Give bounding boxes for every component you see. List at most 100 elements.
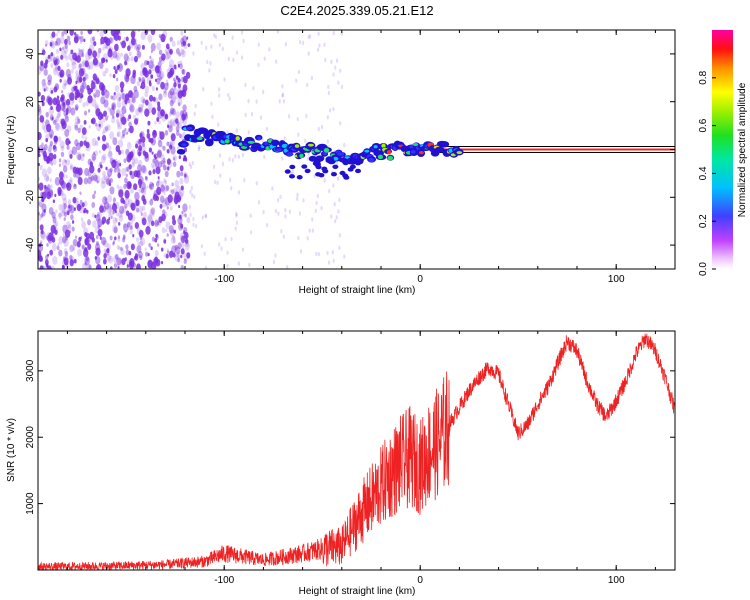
spectrogram-faint-mark bbox=[280, 228, 283, 234]
spectrogram-noise-mark bbox=[123, 158, 127, 163]
spectrogram-noise-mark bbox=[70, 244, 75, 252]
spectrogram-noise-mark bbox=[156, 220, 160, 226]
spectrogram-noise-mark bbox=[72, 196, 77, 204]
spectrogram-faint-mark bbox=[247, 130, 250, 135]
spectrogram-noise-mark bbox=[88, 264, 92, 269]
spectrogram-noise-mark bbox=[39, 241, 42, 246]
spectrogram-noise-mark bbox=[102, 130, 105, 135]
spectrogram-noise-mark bbox=[177, 61, 181, 65]
spectrogram-noise-mark bbox=[59, 47, 62, 52]
snr-ylabel: SNR (10 * v/v) bbox=[6, 418, 17, 482]
spectrogram-noise-mark bbox=[49, 134, 53, 139]
spectrogram-noise-mark bbox=[67, 76, 72, 85]
spectrogram-noise-mark bbox=[166, 82, 169, 86]
spectrogram-noise-mark bbox=[121, 168, 127, 177]
spectrogram-noise-mark bbox=[78, 68, 85, 77]
spectrogram-noise-mark bbox=[153, 156, 159, 165]
spectrogram-noise-mark bbox=[156, 77, 161, 85]
spectrogram-noise-mark bbox=[55, 122, 61, 132]
spectrogram-noise-mark bbox=[93, 174, 98, 182]
spectrogram-noise-mark bbox=[180, 248, 185, 255]
spectrogram-noise-mark bbox=[56, 95, 60, 100]
spectrogram-noise-mark bbox=[152, 130, 158, 139]
spectrogram-noise-mark bbox=[147, 34, 153, 43]
spectrogram-noise-mark bbox=[67, 199, 72, 205]
spectrogram-noise-mark bbox=[136, 237, 140, 243]
spectrogram-panel: -100 0 100 40 20 0 -20 -40 Height of straight l… bbox=[6, 29, 676, 296]
spectrogram-noise-mark bbox=[179, 188, 185, 197]
spectrogram-noise-mark bbox=[177, 216, 183, 225]
spectrogram-noise-mark bbox=[43, 144, 48, 151]
spectrogram-noise-mark bbox=[52, 222, 57, 229]
spectrogram-noise-mark bbox=[127, 199, 133, 208]
spectrogram-noise-mark bbox=[124, 196, 130, 205]
spectrogram-faint-mark bbox=[277, 211, 280, 216]
spectrogram-noise-mark bbox=[57, 65, 61, 72]
spectrogram-noise-mark bbox=[174, 180, 180, 188]
spectrogram-noise-mark bbox=[46, 234, 52, 242]
spectrogram-noise-mark bbox=[125, 244, 129, 250]
spectrogram-ytick-label: 0 bbox=[25, 146, 36, 152]
spectrogram-noise-mark bbox=[144, 59, 148, 66]
spectrogram-noise-mark bbox=[138, 229, 144, 238]
spectrogram-faint-mark bbox=[276, 197, 280, 203]
spectrogram-noise-mark bbox=[133, 85, 138, 92]
spectrogram-noise-mark bbox=[123, 223, 127, 229]
spectrogram-noise-mark bbox=[121, 258, 126, 266]
spectrogram-noise-mark bbox=[133, 38, 138, 45]
spectrogram-faint-mark bbox=[235, 128, 238, 133]
spectrogram-noise-mark bbox=[66, 182, 72, 191]
spectrogram-noise-mark bbox=[128, 90, 133, 98]
spectrogram-noise-mark bbox=[62, 165, 68, 173]
spectrogram-faint-mark bbox=[343, 143, 346, 148]
spectrogram-faint-mark bbox=[327, 90, 331, 96]
spectrogram-noise-mark bbox=[106, 203, 111, 211]
spectrogram-noise-mark bbox=[158, 130, 162, 135]
spectrogram-noise-mark bbox=[140, 81, 146, 90]
spectrogram-noise-mark bbox=[38, 146, 41, 155]
spectrogram-noise-mark bbox=[108, 182, 112, 187]
spectrogram-noise-mark bbox=[118, 210, 123, 218]
spectrogram-noise-mark bbox=[62, 102, 66, 109]
spectrogram-noise-mark bbox=[174, 244, 179, 251]
spectrogram-faint-mark bbox=[327, 84, 330, 90]
spectrogram-noise-mark bbox=[100, 155, 106, 164]
spectrogram-noise-mark bbox=[43, 78, 46, 82]
spectrogram-noise-mark bbox=[95, 255, 101, 265]
spectrogram-noise-mark bbox=[81, 61, 85, 68]
spectrogram-noise-mark bbox=[177, 102, 181, 107]
spectrogram-noise-mark bbox=[107, 106, 111, 112]
spectrogram-noise-mark bbox=[139, 255, 143, 261]
spectrogram-noise-mark bbox=[66, 159, 71, 166]
spectrogram-noise-mark bbox=[62, 83, 67, 90]
spectrogram-noise-mark bbox=[185, 112, 188, 117]
spectrogram-noise-mark bbox=[109, 167, 113, 173]
spectrogram-noise-mark bbox=[136, 51, 142, 59]
spectrogram-noise-mark bbox=[63, 46, 69, 54]
spectrogram-noise-mark bbox=[148, 181, 155, 191]
spectrogram-noise-mark bbox=[120, 92, 125, 100]
spectrogram-signal-core bbox=[381, 143, 386, 149]
spectrogram-faint-mark bbox=[272, 259, 276, 265]
spectrogram-noise-mark bbox=[140, 237, 146, 246]
spectrogram-noise-mark bbox=[62, 236, 67, 244]
spectrogram-noise-mark bbox=[87, 109, 91, 113]
spectrogram-noise-mark bbox=[141, 216, 145, 222]
spectrogram-noise-mark bbox=[117, 266, 120, 269]
spectrogram-faint-mark bbox=[218, 42, 221, 48]
spectrogram-noise-mark bbox=[66, 210, 70, 216]
spectrogram-faint-mark bbox=[203, 251, 206, 257]
spectrogram-noise-mark bbox=[146, 60, 150, 66]
spectrogram-noise-mark bbox=[173, 187, 177, 194]
spectrogram-noise-mark bbox=[160, 109, 165, 117]
spectrogram-faint-mark bbox=[317, 252, 321, 257]
spectrogram-signal-mark bbox=[284, 169, 291, 174]
spectrogram-noise-mark bbox=[143, 67, 147, 73]
spectrogram-noise-mark bbox=[139, 70, 144, 77]
spectrogram-noise-mark bbox=[95, 235, 99, 240]
spectrogram-noise-mark bbox=[94, 214, 97, 219]
spectrogram-noise-mark bbox=[179, 60, 183, 66]
spectrogram-noise-mark bbox=[144, 186, 147, 190]
spectrogram-noise-mark bbox=[184, 213, 187, 218]
spectrogram-faint-mark bbox=[308, 228, 311, 233]
